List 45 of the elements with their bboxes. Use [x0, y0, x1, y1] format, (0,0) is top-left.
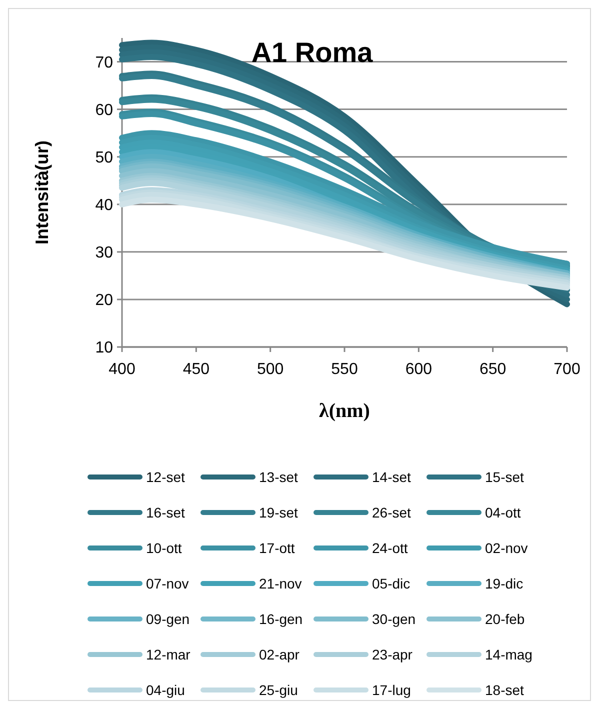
legend-label: 18-set: [485, 682, 524, 698]
y-tick-label: 60: [95, 102, 114, 119]
y-tick-label: 70: [95, 54, 114, 72]
legend-label: 07-nov: [146, 575, 189, 592]
legend-label: 02-nov: [485, 540, 528, 556]
legend-label: 25-giu: [259, 682, 298, 698]
chart-title: A1 Roma: [251, 37, 374, 68]
legend-label: 12-set: [146, 468, 186, 485]
legend-label: 17-lug: [372, 682, 411, 698]
legend-label: 14-mag: [485, 646, 532, 662]
legend-label: 15-set: [485, 468, 524, 485]
legend-label: 16-gen: [259, 610, 303, 627]
legend-label: 30-gen: [372, 610, 416, 627]
x-tick-label: 650: [479, 361, 506, 378]
legend-label: 23-apr: [372, 646, 413, 662]
legend-label: 09-gen: [146, 610, 190, 627]
legend-label: 17-ott: [259, 540, 295, 556]
legend-label: 19-set: [259, 504, 298, 520]
legend-label: 04-giu: [146, 682, 185, 698]
x-axis-title: λ(nm): [319, 400, 370, 422]
legend-label: 14-set: [372, 468, 412, 485]
legend-label: 24-ott: [372, 540, 408, 556]
x-tick-label: 450: [182, 361, 210, 378]
y-axis-title: Intensità(ur): [32, 140, 52, 245]
legend-label: 21-nov: [259, 575, 302, 592]
legend-label: 19-dic: [485, 575, 524, 592]
x-tick-label: 500: [256, 361, 284, 378]
x-tick-label: 400: [108, 361, 136, 378]
legend-label: 02-apr: [259, 646, 300, 662]
legend-label: 26-set: [372, 504, 412, 520]
legend-label: 10-ott: [146, 540, 182, 556]
x-tick-label: 600: [405, 361, 432, 378]
legend-label: 16-set: [146, 504, 186, 520]
legend-label: 05-dic: [372, 575, 410, 592]
x-tick-label: 700: [554, 361, 580, 378]
legend-label: 13-set: [259, 468, 298, 485]
y-tick-label: 10: [95, 340, 114, 357]
y-tick-label: 50: [95, 149, 114, 166]
legend-label: 04-ott: [485, 504, 521, 520]
y-tick-label: 20: [95, 292, 114, 310]
x-tick-label: 550: [331, 361, 358, 378]
legend-label: 12-mar: [146, 646, 191, 662]
y-tick-label: 40: [95, 196, 114, 214]
legend-label: 20-feb: [485, 610, 525, 627]
y-tick-label: 30: [95, 244, 114, 262]
